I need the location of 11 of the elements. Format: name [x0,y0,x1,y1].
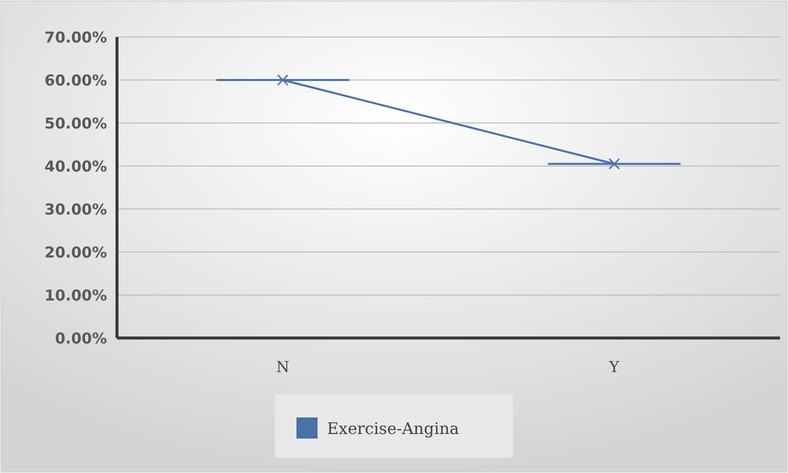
y-tick-label: 50.00% [44,114,107,132]
y-tick-label: 40.00% [44,157,107,176]
y-tick-label: 70.00% [44,28,107,46]
y-tick-label: 10.00% [44,286,107,304]
x-tick-label: N [276,358,290,376]
y-tick-label: 20.00% [44,243,107,262]
y-tick-label: 0.00% [54,329,107,348]
y-tick-label: 60.00% [44,71,107,90]
y-tick-label: 30.00% [44,200,107,218]
legend-label: Exercise-Angina [327,419,460,438]
x-tick-label: Y [608,358,620,376]
